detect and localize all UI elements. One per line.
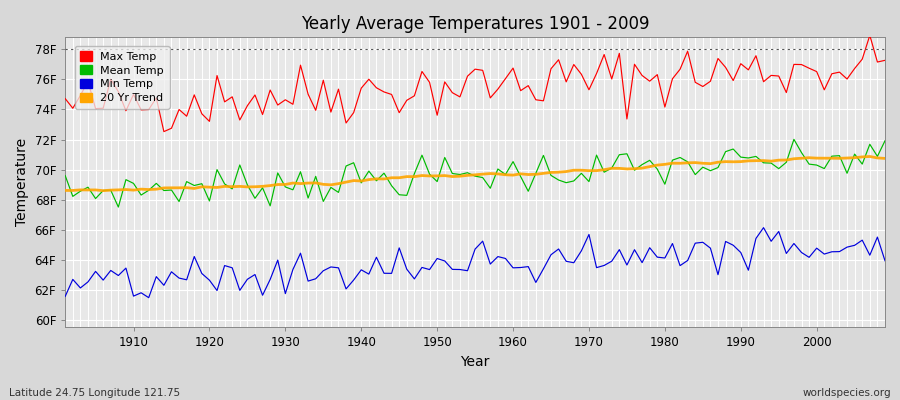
Text: Latitude 24.75 Longitude 121.75: Latitude 24.75 Longitude 121.75	[9, 388, 180, 398]
Legend: Max Temp, Mean Temp, Min Temp, 20 Yr Trend: Max Temp, Mean Temp, Min Temp, 20 Yr Tre…	[75, 46, 169, 109]
Title: Yearly Average Temperatures 1901 - 2009: Yearly Average Temperatures 1901 - 2009	[301, 15, 650, 33]
X-axis label: Year: Year	[461, 355, 490, 369]
Text: worldspecies.org: worldspecies.org	[803, 388, 891, 398]
Y-axis label: Temperature: Temperature	[15, 138, 29, 226]
